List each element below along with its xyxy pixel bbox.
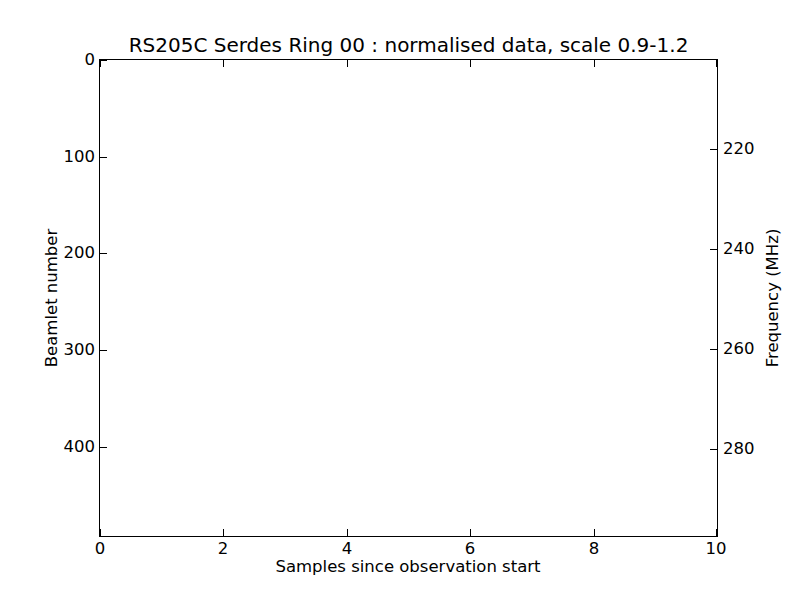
- x-tick-bottom: [223, 529, 224, 536]
- y-right-tick: [710, 249, 717, 250]
- y-right-tick: [710, 349, 717, 350]
- x-tick-bottom: [716, 529, 717, 536]
- x-tick-bottom: [347, 529, 348, 536]
- y-left-tick-label: 100: [64, 149, 96, 166]
- y-right-tick: [710, 449, 717, 450]
- x-tick-label: 10: [706, 541, 727, 558]
- y-right-tick-label: 220: [723, 141, 755, 158]
- x-tick-top: [223, 60, 224, 67]
- x-tick-label: 8: [589, 541, 600, 558]
- x-tick-top: [716, 60, 717, 67]
- figure: RS205C Serdes Ring 00 : normalised data,…: [0, 0, 800, 600]
- x-tick-top: [470, 60, 471, 67]
- x-tick-label: 2: [218, 541, 229, 558]
- y-left-tick-label: 200: [64, 245, 96, 262]
- y-left-tick: [100, 253, 107, 254]
- x-axis-label: Samples since observation start: [275, 559, 540, 576]
- y-right-tick-label: 240: [723, 241, 755, 258]
- y-left-tick: [100, 350, 107, 351]
- x-tick-label: 4: [342, 541, 353, 558]
- y-left-tick-label: 300: [64, 342, 96, 359]
- x-tick-top: [594, 60, 595, 67]
- y-axis-label-right: Frequency (MHz): [765, 229, 782, 368]
- plot-area: [99, 59, 718, 537]
- y-left-tick-label: 400: [64, 439, 96, 456]
- x-tick-label: 0: [95, 541, 106, 558]
- x-tick-bottom: [100, 529, 101, 536]
- y-right-tick: [710, 149, 717, 150]
- y-left-tick: [100, 60, 107, 61]
- y-right-tick-label: 260: [723, 341, 755, 358]
- y-left-tick: [100, 447, 107, 448]
- x-tick-top: [100, 60, 101, 67]
- y-axis-label-left: Beamlet number: [44, 229, 61, 368]
- y-right-tick-label: 280: [723, 441, 755, 458]
- y-left-tick: [100, 157, 107, 158]
- x-tick-top: [347, 60, 348, 67]
- chart-title: RS205C Serdes Ring 00 : normalised data,…: [99, 35, 718, 55]
- y-left-tick-label: 0: [85, 52, 96, 69]
- x-tick-label: 6: [465, 541, 476, 558]
- x-tick-bottom: [594, 529, 595, 536]
- x-tick-bottom: [470, 529, 471, 536]
